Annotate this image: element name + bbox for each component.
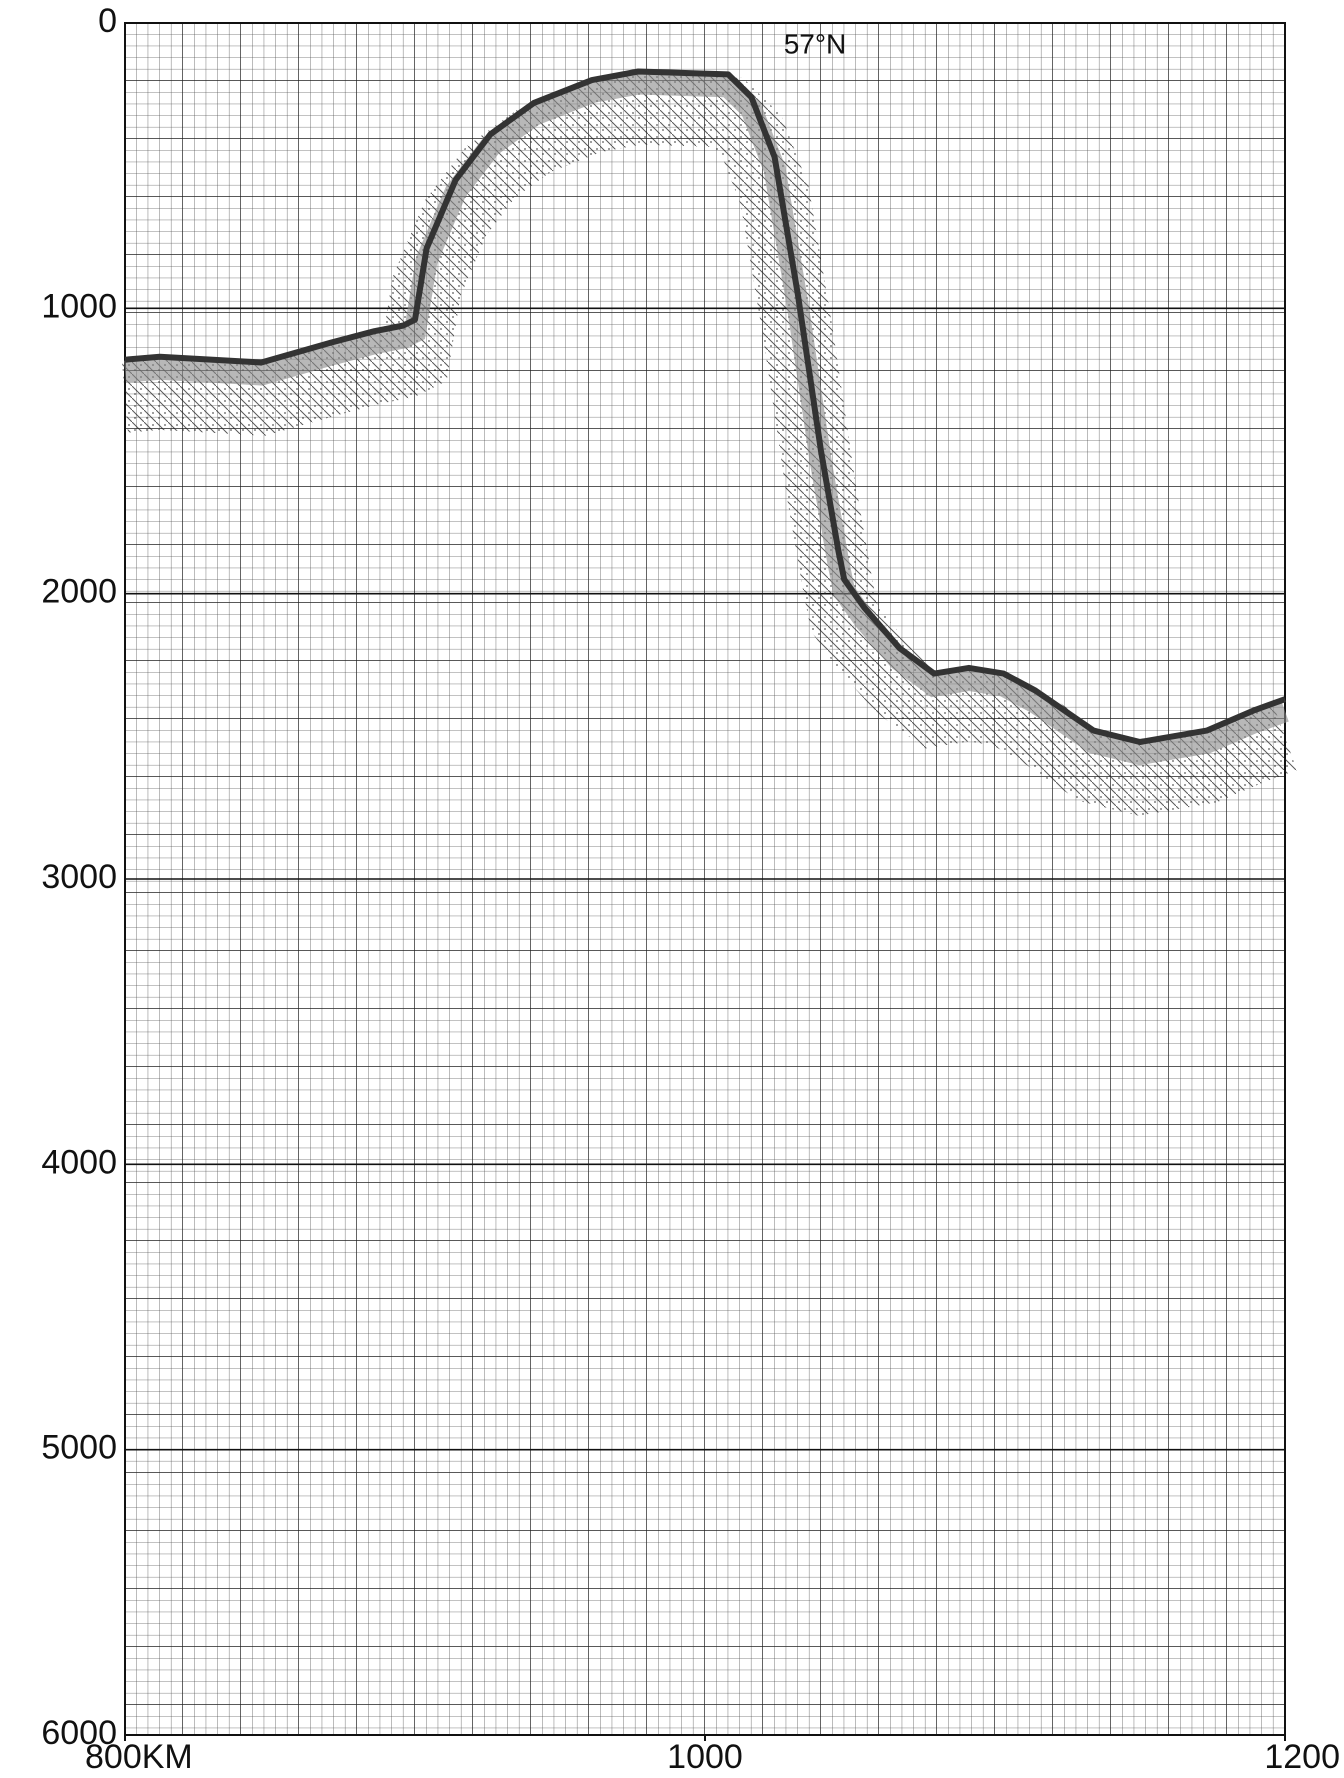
- y-tick-label: 3000: [41, 858, 117, 896]
- y-tick-label: 0: [98, 2, 117, 40]
- y-tick-label: 5000: [41, 1429, 117, 1467]
- y-tick-label: 4000: [41, 1143, 117, 1181]
- y-tick-label: 6000: [41, 1714, 117, 1752]
- annotation: 57°N: [784, 28, 847, 59]
- seafloor-line: [124, 68, 1287, 745]
- x-tick-label: 800KM: [85, 1738, 193, 1776]
- x-tick-label: 1200: [1264, 1738, 1340, 1776]
- x-tick-label: 1000: [667, 1738, 743, 1776]
- y-tick-label: 1000: [41, 287, 117, 325]
- y-tick-label: 2000: [41, 573, 117, 611]
